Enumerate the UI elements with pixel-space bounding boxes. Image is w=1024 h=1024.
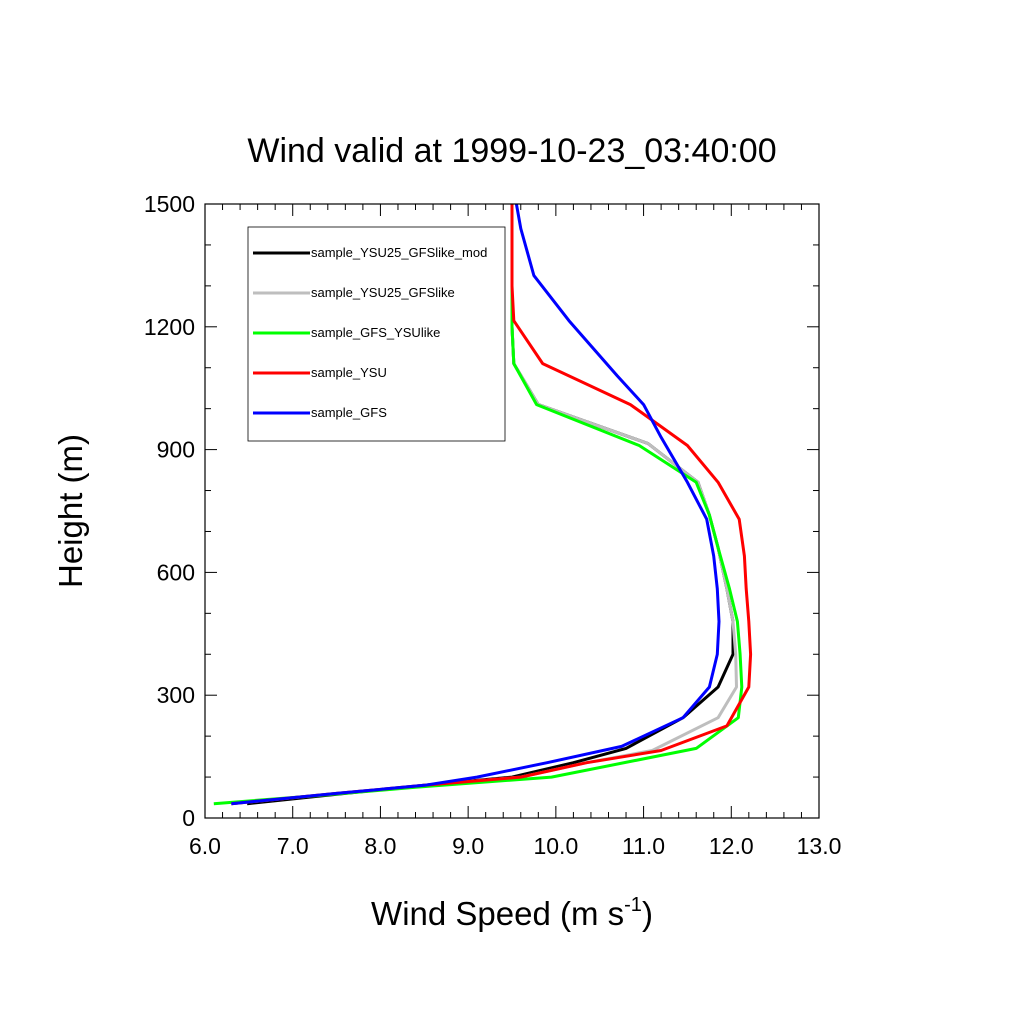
x-tick-label: 13.0 bbox=[797, 833, 842, 859]
legend-items: sample_YSU25_GFSlike_mod sample_YSU25_GFS… bbox=[253, 245, 487, 420]
series-line-sample_YSU bbox=[231, 204, 753, 806]
y-tick-label: 1500 bbox=[144, 191, 195, 217]
x-tick-label: 8.0 bbox=[364, 833, 396, 859]
y-tick-label: 0 bbox=[182, 805, 195, 831]
y-axis-label: Height (m) bbox=[52, 434, 89, 588]
x-axis-label-close: ) bbox=[642, 895, 653, 932]
x-tick-label: 7.0 bbox=[277, 833, 309, 859]
x-tick-label: 9.0 bbox=[452, 833, 484, 859]
legend-label: sample_GFS bbox=[311, 405, 387, 420]
legend-label: sample_YSU bbox=[311, 365, 387, 380]
x-axis-label-exponent: -1 bbox=[624, 894, 642, 916]
x-tick-labels: 6.0 7.0 8.0 9.0 10.0 11.0 12.0 13.0 bbox=[189, 833, 841, 859]
y-tick-label: 900 bbox=[157, 437, 195, 463]
series-lines bbox=[213, 203, 753, 806]
legend-label: sample_YSU25_GFSlike bbox=[311, 285, 455, 300]
chart-title: Wind valid at 1999-10-23_03:40:00 bbox=[247, 132, 776, 170]
y-tick-labels: 0 300 600 900 1200 1500 bbox=[144, 191, 195, 831]
y-tick-label: 300 bbox=[157, 682, 195, 708]
x-tick-label: 11.0 bbox=[622, 833, 665, 859]
x-tick-label: 6.0 bbox=[189, 833, 221, 859]
x-tick-label: 12.0 bbox=[709, 833, 754, 859]
x-tick-label: 10.0 bbox=[533, 833, 578, 859]
y-tick-label: 600 bbox=[157, 559, 195, 585]
legend-label: sample_YSU25_GFSlike_mod bbox=[311, 245, 487, 260]
y-tick-label: 1200 bbox=[144, 314, 195, 340]
series-line-sample_GFS bbox=[231, 203, 721, 806]
legend-label: sample_GFS_YSUlike bbox=[311, 325, 440, 340]
x-axis-label: Wind Speed (m s-1) bbox=[371, 894, 653, 932]
x-axis-label-main: Wind Speed (m s bbox=[371, 895, 624, 932]
plot-frame bbox=[204, 203, 820, 819]
legend: sample_YSU25_GFSlike_mod sample_YSU25_GFS… bbox=[247, 226, 506, 442]
series-line-sample_GFS_YSUlike bbox=[213, 204, 744, 806]
